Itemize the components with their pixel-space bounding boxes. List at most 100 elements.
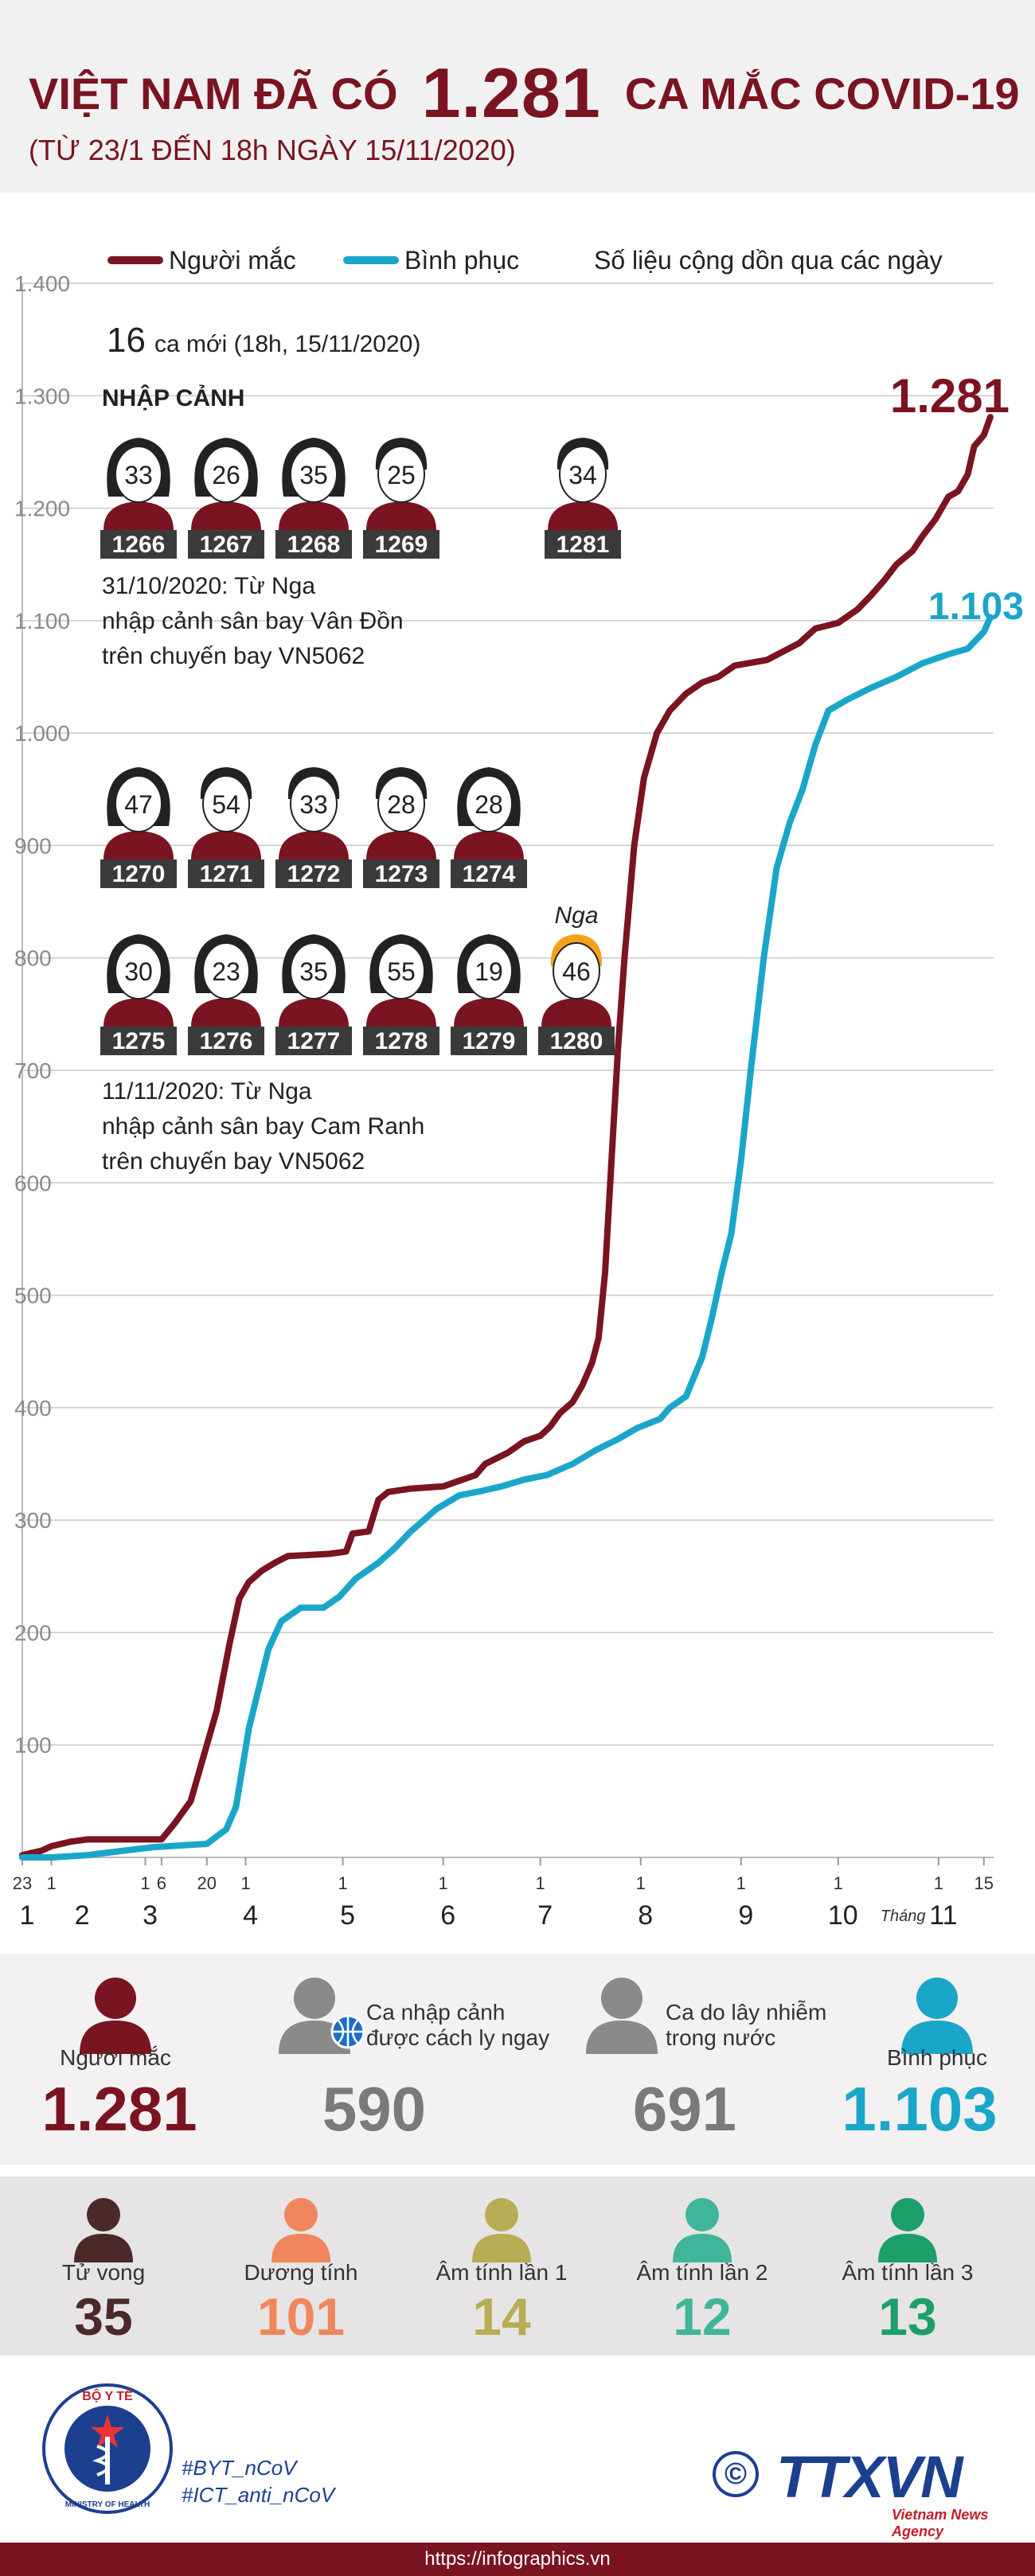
- face-shape: [202, 446, 250, 503]
- neg3-value: 13: [878, 2287, 937, 2346]
- patient-id: 1278: [375, 1028, 428, 1054]
- id-badge: [100, 859, 177, 888]
- chart-legend: Người mắc Bình phục Số liệu cộng dồn qua…: [107, 246, 943, 275]
- patient-id: 1271: [200, 861, 253, 887]
- id-badge: [188, 859, 264, 888]
- patient-icon: 30 1275: [100, 934, 177, 1055]
- body-shape: [191, 501, 261, 530]
- new-cases-text: ca mới (18h, 15/11/2020): [154, 331, 420, 357]
- face-shape: [115, 446, 162, 503]
- neg2-label-wrap: Âm tính lần 2: [599, 2260, 806, 2286]
- x-day-label: 1: [439, 1873, 448, 1893]
- y-tick-label: 200: [14, 1620, 52, 1645]
- neg2-value-wrap: 12: [599, 2286, 806, 2347]
- x-month-label: 3: [143, 1900, 158, 1931]
- patient-icon: 25 1269: [363, 438, 439, 559]
- y-tick-label: 100: [14, 1733, 52, 1758]
- neg3-person-icon: [878, 2198, 937, 2262]
- face-shape: [290, 446, 338, 503]
- title-part2: CA MẮC COVID-19: [624, 68, 1020, 119]
- x-month-label: 1: [20, 1900, 35, 1931]
- x-day-label: 1: [736, 1873, 746, 1893]
- body-shape: [104, 998, 174, 1027]
- patient-age: 55: [387, 957, 416, 986]
- id-badge: [363, 530, 439, 559]
- hashtag-2: #ICT_anti_nCoV: [182, 2483, 335, 2507]
- id-badge: [100, 530, 177, 559]
- patient-age: 33: [299, 790, 328, 819]
- imported-label-wrap: Ca nhập cảnh được cách ly ngay: [366, 2000, 549, 2051]
- footer: BỘ Y TẾ MINISTRY OF HEALTH #BYT_nCoV #IC…: [0, 2364, 1035, 2576]
- y-tick-label: 1.000: [14, 721, 70, 746]
- patient-age: 28: [387, 790, 416, 819]
- recovered-person-icon: [901, 1978, 973, 2054]
- face-shape: [377, 942, 425, 1000]
- recovered-stat: Bình phục: [861, 2045, 1013, 2071]
- patient-age: 47: [124, 790, 153, 819]
- face-shape: [465, 942, 513, 1000]
- id-badge: [545, 530, 621, 559]
- face-shape: [377, 775, 425, 832]
- deaths-value-wrap: 35: [0, 2286, 207, 2347]
- x-month-label: 11: [929, 1900, 957, 1931]
- body-shape: [541, 998, 611, 1027]
- imported-label-1: Ca nhập cảnh: [366, 2000, 506, 2025]
- x-day-label: 1: [338, 1873, 347, 1893]
- page-title: VIỆT NAM ĐÃ CÓ 1.281 CA MẮC COVID-19: [29, 49, 1020, 137]
- x-day-label: 1: [636, 1873, 646, 1893]
- series-cases-line: [19, 414, 994, 1859]
- page-subtitle: (TỪ 23/1 ĐẾN 18h NGÀY 15/11/2020): [29, 134, 516, 166]
- patient-age: 35: [299, 461, 328, 489]
- x-month-label: 10: [828, 1900, 858, 1931]
- x-month-label: 8: [638, 1900, 653, 1931]
- ministry-bottom: MINISTRY OF HEALTH: [65, 2500, 150, 2509]
- face-shape: [115, 775, 162, 832]
- local-label-wrap: Ca do lây nhiễm trong nước: [666, 2000, 826, 2051]
- cases-stat: Người mắc: [40, 2045, 191, 2071]
- body-shape: [366, 501, 436, 530]
- flight1-line2: nhập cảnh sân bay Vân Đồn: [102, 608, 404, 634]
- id-badge: [188, 1027, 264, 1055]
- x-axis-title: Tháng: [881, 1908, 926, 1925]
- x-day-label: 15: [974, 1873, 994, 1893]
- legend-recovered-label: Bình phục: [404, 246, 519, 275]
- id-badge: [538, 1027, 615, 1055]
- x-day-label: 20: [197, 1873, 217, 1893]
- neg1-value: 14: [472, 2287, 531, 2346]
- patient-icon: 47 1270: [100, 767, 177, 888]
- y-tick-label: 400: [14, 1396, 52, 1421]
- neg2-person-icon: [673, 2198, 732, 2262]
- body-shape: [104, 501, 174, 530]
- copyright-icon: ©: [713, 2451, 759, 2497]
- imported-person-icon: [279, 1978, 365, 2054]
- header-band: VIỆT NAM ĐÃ CÓ 1.281 CA MẮC COVID-19 (TỪ…: [0, 0, 1035, 193]
- patient-id: 1279: [463, 1028, 516, 1054]
- face-shape: [559, 446, 607, 503]
- ministry-top: BỘ Y TẾ: [82, 2388, 133, 2403]
- x-month-label: 5: [340, 1900, 355, 1931]
- neg1-value-wrap: 14: [398, 2286, 605, 2347]
- end-cases-label: 1.281: [890, 369, 1010, 423]
- neg1-label-wrap: Âm tính lần 1: [398, 2260, 605, 2286]
- star-icon: [91, 2414, 124, 2448]
- patient-age: 19: [475, 957, 503, 986]
- body-shape: [454, 831, 524, 859]
- patient-id: 1267: [200, 532, 253, 558]
- deaths-label: Tử vong: [61, 2260, 146, 2285]
- x-day-label: 1: [140, 1873, 150, 1893]
- chart-annotations: 16 ca mới (18h, 15/11/2020) NHẬP CẢNH 31…: [102, 321, 1024, 1175]
- imported-label-2: được cách ly ngay: [366, 2025, 550, 2050]
- patient-age: 26: [212, 461, 240, 489]
- patient-id: 1270: [112, 861, 166, 887]
- patient-age: 33: [124, 461, 153, 489]
- y-tick-label: 1.200: [14, 497, 70, 521]
- neg3-value-wrap: 13: [804, 2286, 1011, 2347]
- y-tick-label: 500: [14, 1284, 52, 1308]
- url-bar[interactable]: https://infographics.vn: [0, 2543, 1035, 2576]
- body-shape: [279, 501, 349, 530]
- flight1-line3: trên chuyến bay VN5062: [102, 643, 365, 669]
- series-recovered-line: [19, 614, 994, 1861]
- x-month-label: 7: [537, 1900, 553, 1931]
- patient-icon: 55 1278: [363, 934, 439, 1055]
- y-tick-label: 1.400: [14, 271, 70, 296]
